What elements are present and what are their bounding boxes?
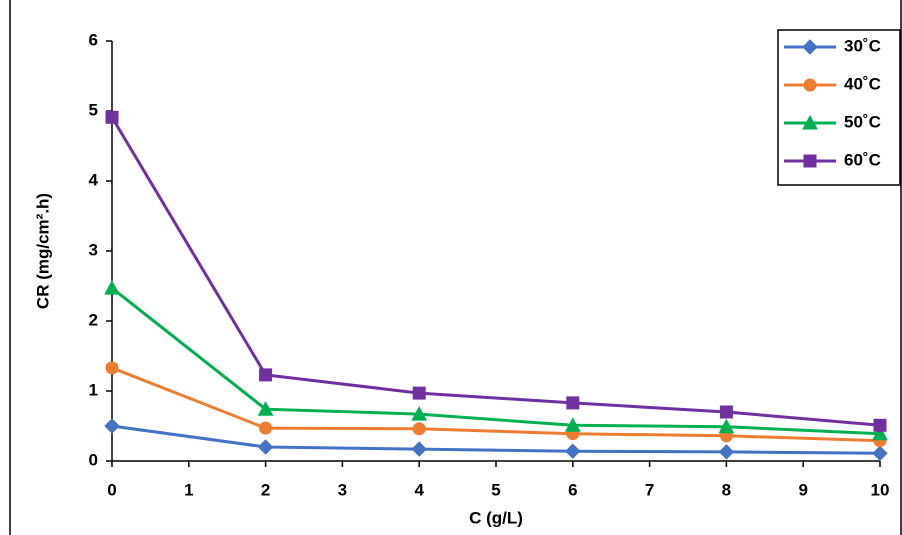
marker [720,406,732,418]
marker [260,369,272,381]
x-tick-label: 9 [798,480,807,499]
marker [567,397,579,409]
x-tick-label: 10 [871,480,890,499]
y-axis-label: CR (mg/cm².h) [33,193,52,309]
marker [260,422,272,434]
x-tick-label: 2 [261,480,270,499]
x-tick-label: 5 [491,480,500,499]
y-tick-label: 2 [89,310,98,329]
x-tick-label: 4 [414,480,424,499]
y-tick-label: 0 [89,450,98,469]
marker [874,419,886,431]
marker [106,111,118,123]
y-tick-label: 3 [89,240,98,259]
x-axis-label: C (g/L) [469,508,523,527]
legend-label: 30˚C [844,36,881,55]
marker [413,423,425,435]
x-tick-label: 7 [645,480,654,499]
legend-label: 60˚C [844,150,881,169]
legend-label: 40˚C [844,74,881,93]
y-tick-label: 1 [89,380,98,399]
marker [413,387,425,399]
chart: CR (mg/cm².h) C (g/L) 0 1 2 3 4 5 6 0 1 2 3 4 5 6 7 8 9 1… [0,0,902,535]
marker [804,155,816,167]
x-tick-label: 1 [184,480,193,499]
x-tick-label: 8 [722,480,731,499]
legend-label: 50˚C [844,112,881,131]
marker [804,79,816,91]
y-tick-label: 4 [89,170,99,189]
marker [106,362,118,374]
chart-frame [10,0,901,535]
x-tick-label: 6 [568,480,577,499]
x-tick-label: 0 [107,480,116,499]
y-tick-label: 6 [89,30,98,49]
y-tick-label: 5 [89,100,98,119]
x-tick-label: 3 [338,480,347,499]
